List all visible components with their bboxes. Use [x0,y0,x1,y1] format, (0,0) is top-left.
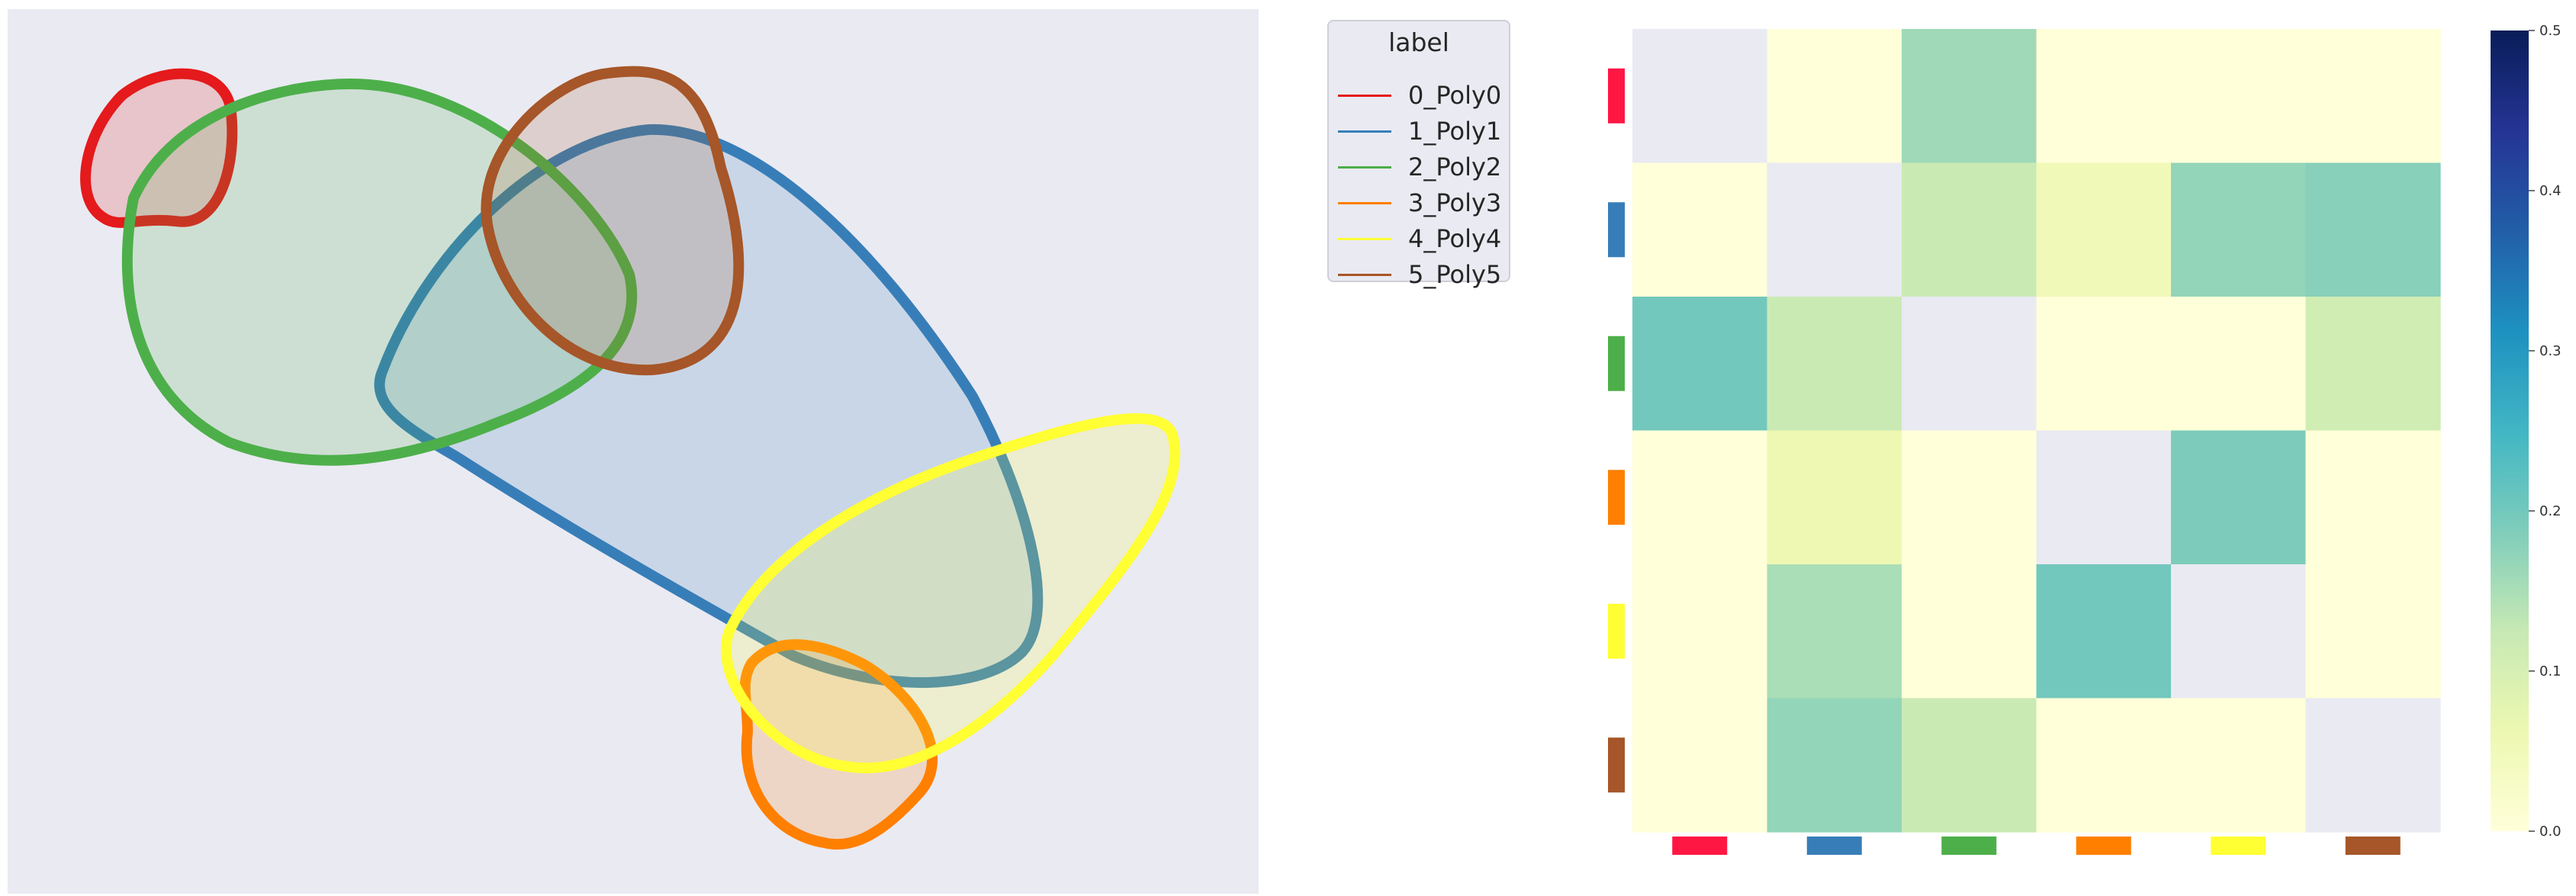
legend-label: 0_Poly0 [1408,81,1502,110]
row-color-marker [1608,202,1625,258]
legend-label: 3_Poly3 [1408,188,1502,217]
heatmap-cell [1767,430,1902,565]
legend-entry: 2_Poly2 [1329,149,1509,185]
heatmap-cell [2036,698,2172,833]
legend-entry: 3_Poly3 [1329,185,1509,220]
heatmap-cell [2171,698,2307,833]
heatmap-cell [1767,564,1902,699]
legend-swatch [1338,95,1391,97]
polygon-1 [374,124,1044,689]
heatmap-cell [2171,430,2307,565]
col-color-marker [1806,837,1862,855]
heatmap-cell [2036,564,2172,699]
heatmap-cell [1632,162,1768,297]
colorbar [2491,31,2529,831]
heatmap-cell [2036,430,2172,565]
heatmap-cell [1902,297,2037,432]
heatmap-cell [1632,698,1768,833]
col-color-marker [2345,837,2401,855]
heatmap-cell [2036,297,2172,432]
polygon-2 [121,79,638,466]
heatmap-cell [1902,430,2037,565]
legend-swatch [1338,166,1391,169]
heatmap-cell [2171,29,2307,164]
legend-label: 4_Poly4 [1408,224,1502,253]
heatmap-cell [1902,29,2037,164]
polygon-5 [481,66,744,376]
col-color-marker [1672,837,1728,855]
legend-swatch [1338,202,1391,204]
polygon-3 [739,639,938,850]
heatmap-cell [2305,297,2441,432]
heatmap-cell [1767,29,1902,164]
row-color-marker [1608,603,1625,659]
colorbar-tick-label: 0.0 [2539,824,2562,840]
heatmap-cell [1902,698,2037,833]
col-color-marker [1941,837,1997,855]
colorbar-tick-label: 0.5 [2539,23,2562,39]
heatmap-cell [1632,29,1768,164]
legend-entry: 1_Poly1 [1329,114,1509,149]
heatmap-cell [2171,297,2307,432]
legend-label: 2_Poly2 [1408,153,1502,181]
legend-label: 5_Poly5 [1408,260,1502,289]
colorbar-tick-label: 0.1 [2539,663,2562,679]
col-color-marker [2211,837,2266,855]
colorbar-tick-label: 0.2 [2539,503,2562,519]
heatmap-cell [2171,564,2307,699]
plot-background [8,9,1259,894]
heatmap-plot: 0.0 0.1 0.2 0.3 0.4 0.5 [1608,23,2562,855]
colorbar-tick-label: 0.3 [2539,343,2562,359]
row-color-marker [1608,68,1625,124]
heatmap-cell [2305,698,2441,833]
legend-swatch [1338,130,1391,133]
col-color-marker [2076,837,2131,855]
legend-entry: 5_Poly5 [1329,257,1509,292]
legend-entry: 4_Poly4 [1329,221,1509,256]
legend-entry: 0_Poly0 [1329,78,1509,113]
heatmap-cell [1632,430,1768,565]
heatmap-cell [2305,29,2441,164]
heatmap-cell [1767,162,1902,297]
row-color-marker [1608,336,1625,391]
heatmap-cell [1902,564,2037,699]
legend-swatch [1338,238,1391,240]
legend-label: 1_Poly1 [1408,117,1502,146]
heatmap-cell [2305,564,2441,699]
legend-swatch [1338,274,1391,276]
heatmap-cell [1902,162,2037,297]
heatmap-cell [1767,698,1902,833]
row-color-marker [1608,470,1625,525]
heatmap-cell [1767,297,1902,432]
heatmap-cell [2305,430,2441,565]
polygon-4 [721,413,1181,773]
heatmap-cell [2305,162,2441,297]
heatmap-cell [2036,162,2172,297]
polygon-0 [80,68,238,228]
legend: label 0_Poly0 1_Poly1 2_Poly2 3_Poly3 4_Poly… [1327,20,1510,289]
heatmap-cell [2171,162,2307,297]
polygon-overlay-plot [8,9,1259,894]
heatmap-cell [2036,29,2172,164]
row-color-marker [1608,737,1625,793]
legend-title: label [1388,27,1449,57]
heatmap-cell [1632,297,1768,432]
colorbar-tick-label: 0.4 [2539,183,2562,199]
heatmap-cell [1632,564,1768,699]
